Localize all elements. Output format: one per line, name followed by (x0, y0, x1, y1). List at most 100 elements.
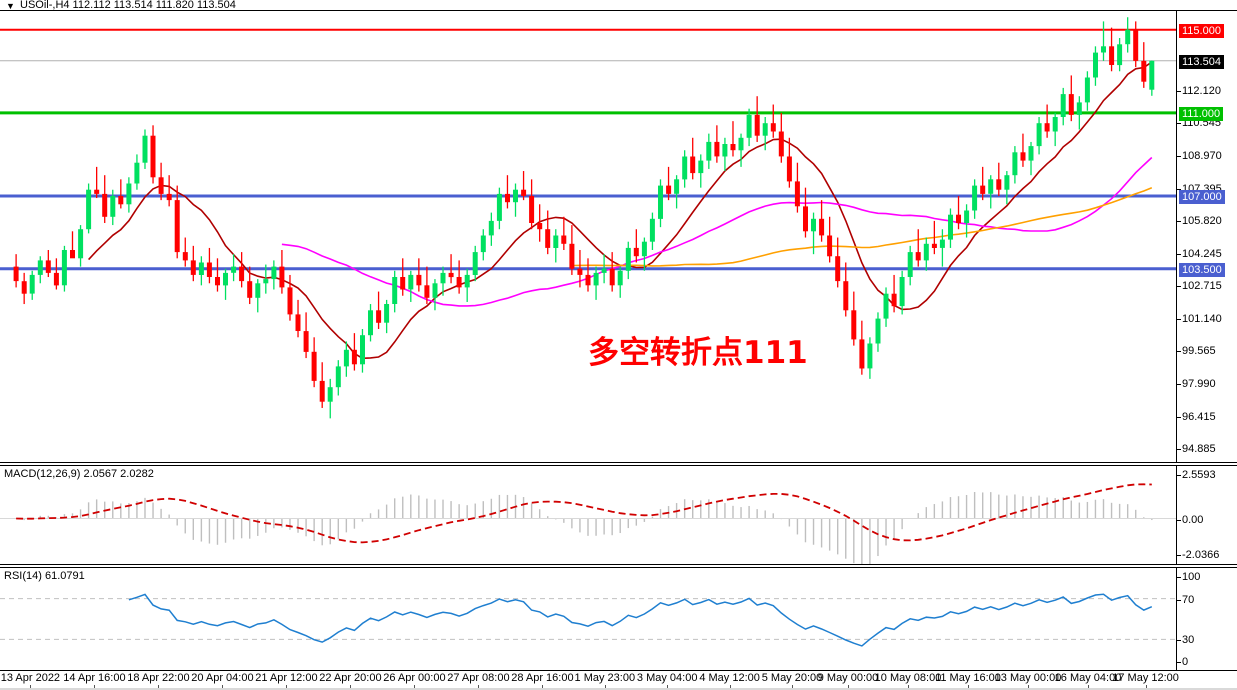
time-label: 17 May 12:00 (1112, 672, 1179, 684)
candle (215, 277, 220, 286)
time-tick (1145, 685, 1147, 690)
rsi-axis[interactable]: 100 70 30 0 (1176, 568, 1237, 670)
candle (1068, 94, 1074, 115)
chart-title-legend: USOil-,H4 112.112 113.514 111.820 113.50… (20, 0, 236, 11)
candle (835, 256, 841, 282)
ma-line-0 (88, 61, 1153, 360)
candle (601, 268, 607, 273)
price-axis[interactable]: 115.000 113.504 112.120 111.000 110.545 108.9… (1176, 11, 1237, 462)
candle (472, 252, 478, 275)
time-label: 10 May 08:00 (874, 672, 942, 684)
candle (142, 135, 148, 163)
candle (1149, 60, 1155, 90)
candle (658, 185, 663, 219)
time-label: 20 Apr 04:00 (191, 672, 254, 684)
candle (287, 287, 293, 315)
price-tag-103.500[interactable]: 103.500 (1179, 262, 1225, 277)
rsi-tick: 70 (1176, 593, 1195, 606)
time-tick (908, 685, 909, 690)
macd-panel[interactable]: 2.5593 0.00 -2.0366 MACD(12,26,9) 2.0567 2… (0, 465, 1237, 565)
candle (1052, 117, 1058, 132)
price-tag-107.000[interactable]: 107.000 (1179, 189, 1225, 204)
rsi-series-svg (0, 593, 1176, 647)
candle (972, 185, 978, 211)
price-chart-panel[interactable]: 115.000 113.504 112.120 111.000 110.545 108.9… (0, 10, 1237, 463)
candle (956, 214, 961, 223)
candle (21, 281, 27, 294)
price-tick: 105.820 (1177, 215, 1222, 228)
rsi-panel[interactable]: 100 70 30 0 RSI(14) 61.0791 (0, 567, 1237, 671)
price-tick: 99.565 (1177, 345, 1216, 358)
price-tag-115.000[interactable]: 115.000 (1179, 23, 1224, 38)
candle (279, 266, 285, 288)
candle (577, 268, 583, 275)
candle (335, 366, 341, 388)
time-tick (478, 685, 480, 690)
price-series-svg (0, 17, 1176, 419)
candle (569, 243, 575, 269)
macd-axis[interactable]: 2.5593 0.00 -2.0366 (1176, 466, 1237, 564)
candle (118, 196, 124, 205)
candle (351, 349, 357, 365)
candle (110, 196, 116, 217)
candle (1060, 94, 1066, 117)
time-axis[interactable]: 13 Apr 2022 14 Apr 16:00 18 Apr 22:00 20 Ap… (0, 671, 1237, 690)
candle (722, 144, 728, 157)
axis-baseline (0, 688, 1237, 690)
candle (811, 218, 816, 232)
candle (464, 274, 470, 288)
macd-plot-area[interactable] (0, 466, 1176, 564)
rsi-legend: RSI(14) 61.0791 (4, 570, 85, 582)
candle (948, 214, 953, 240)
candle (674, 179, 680, 194)
candle (891, 293, 897, 307)
candle (690, 156, 696, 174)
time-tick (222, 685, 224, 690)
candle (915, 252, 921, 261)
candle (206, 262, 212, 277)
candle (706, 141, 712, 161)
time-label: 3 May 04:00 (636, 672, 698, 684)
candle (400, 277, 406, 290)
time-tick (542, 685, 544, 690)
candle (786, 156, 792, 182)
price-plot-area[interactable] (0, 11, 1176, 462)
candle (521, 189, 527, 196)
collapse-chevron-icon[interactable]: ▼ (6, 1, 15, 11)
candle (762, 123, 768, 136)
candle (61, 250, 67, 286)
ma-line-2 (571, 187, 1153, 267)
price-tag-113.504[interactable]: 113.504 (1179, 54, 1224, 69)
candle (198, 262, 204, 275)
candle (247, 281, 253, 298)
candle (1076, 102, 1082, 115)
candle (271, 266, 277, 280)
candle (29, 274, 35, 294)
candle (617, 270, 623, 286)
time-tick (1028, 685, 1029, 690)
candle (843, 281, 849, 311)
candle (102, 193, 108, 217)
candle (174, 200, 180, 253)
macd-tick: 0.00 (1176, 513, 1204, 526)
candle (78, 229, 84, 259)
candle (239, 266, 245, 282)
time-tick (158, 685, 160, 690)
rsi-plot-area[interactable] (0, 568, 1176, 670)
time-tick (30, 685, 32, 690)
time-tick (667, 685, 669, 690)
candle (440, 272, 446, 284)
candle (134, 162, 140, 184)
candle (803, 206, 808, 232)
candle (633, 247, 639, 257)
candle (448, 272, 454, 278)
candle (867, 343, 873, 369)
candle (907, 252, 913, 277)
candle (45, 260, 51, 273)
candle (505, 193, 510, 203)
price-tag-111.000[interactable]: 111.000 (1179, 106, 1224, 121)
candle (666, 185, 672, 194)
rsi-line (128, 593, 1153, 647)
time-tick (792, 685, 793, 690)
candle (392, 277, 398, 304)
